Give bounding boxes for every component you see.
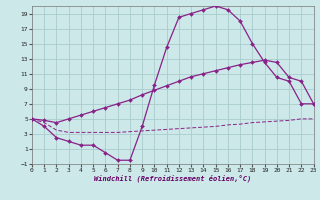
X-axis label: Windchill (Refroidissement éolien,°C): Windchill (Refroidissement éolien,°C)	[94, 175, 252, 182]
